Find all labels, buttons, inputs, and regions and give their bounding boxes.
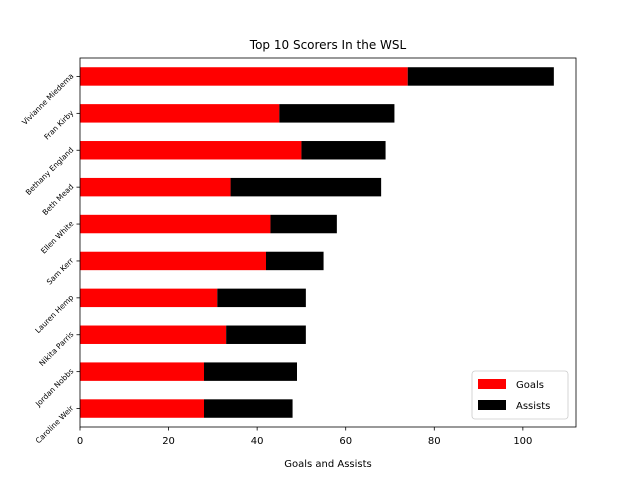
bar-assists-5 (266, 251, 324, 271)
bar-goals-1 (80, 104, 280, 123)
bar-assists-0 (407, 67, 554, 86)
bar-assists-1 (279, 104, 395, 123)
bar-goals-9 (80, 399, 204, 418)
x-tick-label-2: 40 (251, 436, 264, 447)
bar-goals-2 (80, 141, 302, 160)
chart-title: Top 10 Scorers In the WSL (249, 38, 407, 52)
legend-label-goals: Goals (516, 380, 544, 391)
x-tick-label-1: 20 (162, 436, 175, 447)
x-axis-title: Goals and Assists (284, 459, 372, 470)
bar-assists-9 (204, 399, 293, 418)
bar-goals-4 (80, 214, 271, 234)
bar-goals-8 (80, 362, 204, 381)
legend-swatch-assists (478, 400, 506, 410)
legend: Goals Assists (471, 370, 569, 420)
bar-assists-4 (270, 214, 337, 234)
bar-goals-3 (80, 177, 231, 197)
bars-group (80, 67, 554, 418)
bar-goals-7 (80, 325, 227, 344)
bar-assists-2 (301, 141, 386, 160)
plot-frame (79, 57, 577, 428)
x-tick-label-3: 60 (339, 436, 352, 447)
bar-goals-0 (80, 67, 408, 86)
x-tick-label-4: 80 (428, 436, 441, 447)
legend-label-assists: Assists (516, 401, 550, 412)
bar-goals-5 (80, 251, 266, 271)
legend-swatch-goals (478, 379, 506, 389)
bar-assists-3 (230, 177, 382, 197)
bar-assists-8 (204, 362, 297, 381)
x-tick-label-0: 0 (77, 436, 83, 447)
bar-assists-7 (226, 325, 306, 344)
x-axis-ticks: 0 20 40 60 80 100 (77, 427, 532, 447)
x-tick-label-5: 100 (513, 436, 532, 447)
bar-goals-6 (80, 288, 218, 308)
bar-assists-6 (217, 288, 306, 308)
